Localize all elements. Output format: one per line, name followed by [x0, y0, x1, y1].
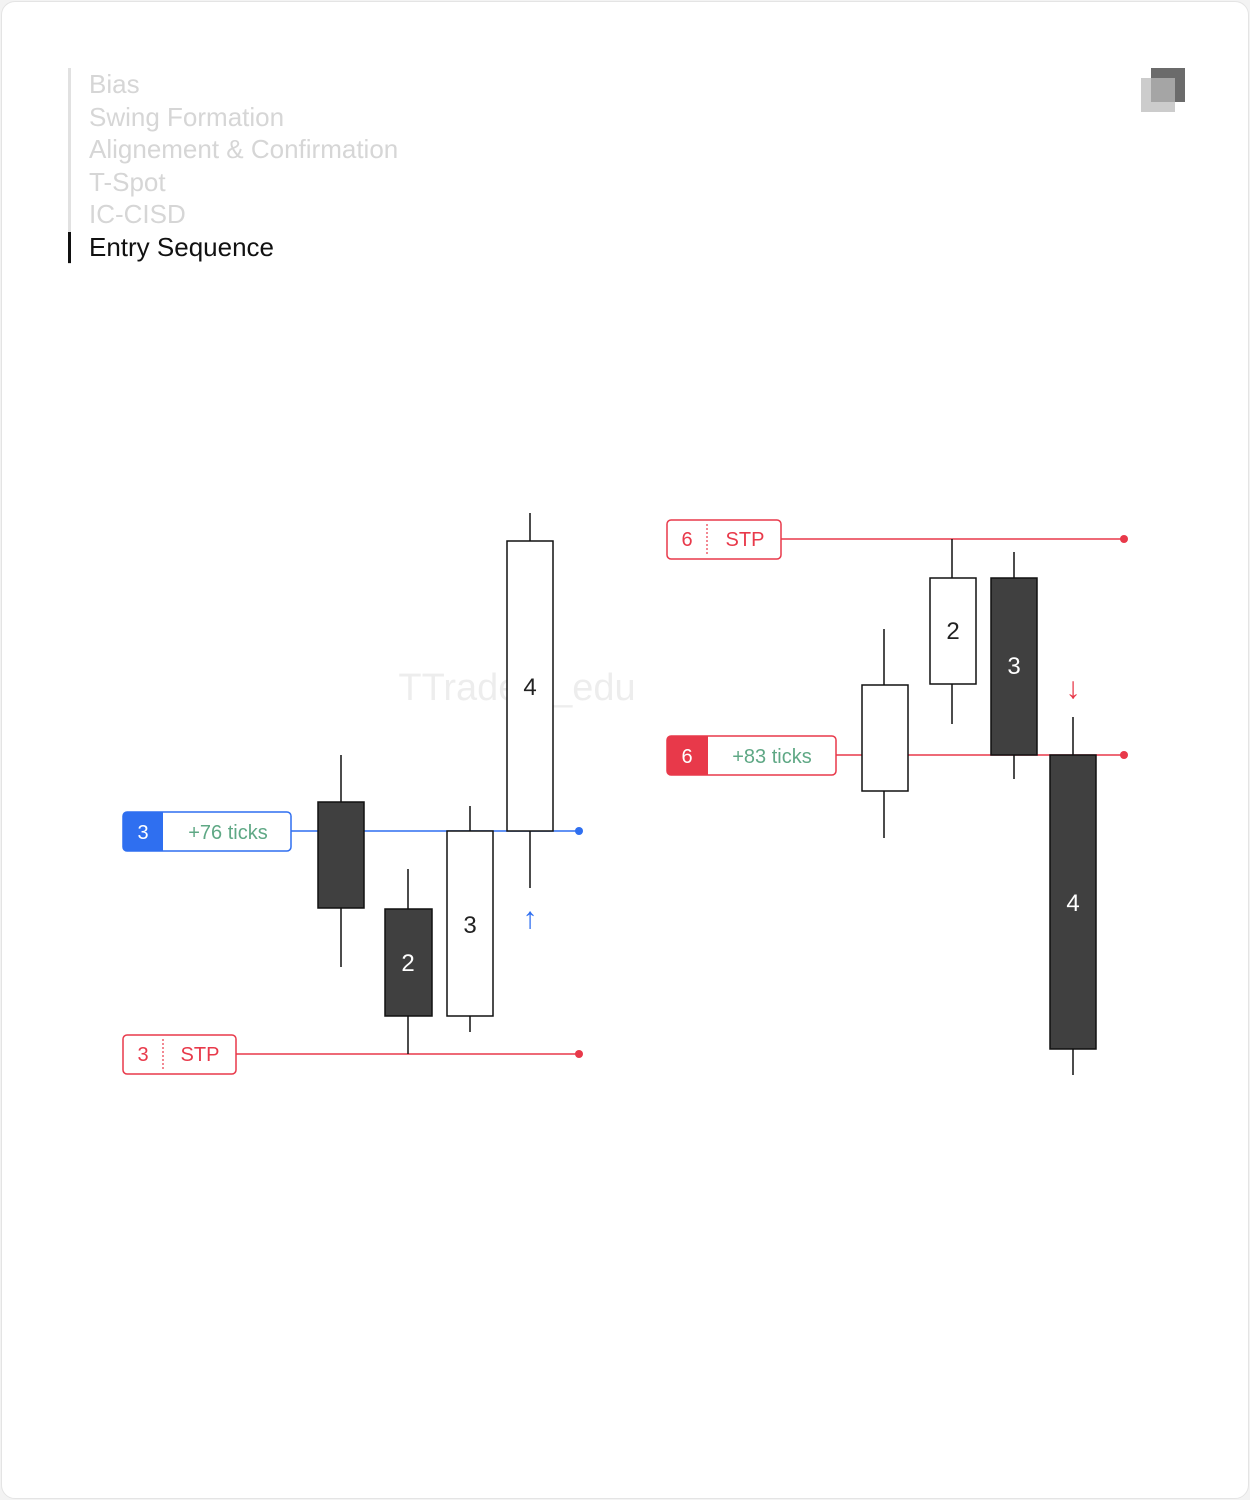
nav-item-ic-cisd[interactable]: IC-CISD	[89, 199, 186, 230]
right-target-tag[interactable]: 6 +83 ticks	[666, 735, 837, 776]
brand-logo-icon	[1141, 68, 1187, 114]
left-stop-dot	[575, 1050, 583, 1058]
left-target-tag-number: 3	[137, 822, 148, 844]
right-setup: 2 3 4 ↓ 6 STP 6 +83 ticks	[666, 519, 1128, 1075]
right-candle-2-label: 2	[946, 618, 959, 645]
left-stop-tag-text: STP	[181, 1044, 220, 1066]
arrow-down-icon: ↓	[1066, 672, 1081, 705]
left-candle-3-label: 3	[463, 912, 476, 939]
right-target-dot	[1120, 751, 1128, 759]
right-target-tag-text: +83 ticks	[732, 746, 811, 768]
right-candle-3-label: 3	[1007, 653, 1020, 680]
right-stop-dot	[1120, 535, 1128, 543]
left-candle-4-label: 4	[523, 674, 536, 701]
left-setup: 2 3 4 ↑ 3 +76 ticks 3 STP	[122, 513, 583, 1075]
left-stop-tag-number: 3	[137, 1044, 148, 1066]
section-nav: Bias Swing Formation Alignement & Confir…	[67, 68, 399, 264]
right-candle-4-label: 4	[1066, 890, 1079, 917]
left-candle-4: 4	[506, 513, 554, 888]
left-stop-tag[interactable]: 3 STP	[122, 1034, 237, 1075]
right-candle-4: 4	[1049, 717, 1097, 1075]
right-candle-3: 3	[990, 552, 1038, 779]
nav-item-t-spot[interactable]: T-Spot	[89, 166, 166, 197]
left-target-tag[interactable]: 3 +76 ticks	[122, 811, 292, 852]
nav-item-swing-formation[interactable]: Swing Formation	[89, 101, 285, 132]
right-stop-tag-text: STP	[726, 529, 765, 551]
left-candle-1	[317, 755, 365, 967]
right-stop-tag[interactable]: 6 STP	[666, 519, 782, 560]
right-stop-tag-number: 6	[681, 529, 692, 551]
nav-item-bias[interactable]: Bias	[89, 69, 140, 99]
right-candle-2: 2	[929, 539, 977, 724]
right-target-tag-number: 6	[681, 746, 692, 768]
right-candle-1	[861, 629, 909, 838]
arrow-up-icon: ↑	[523, 902, 538, 935]
left-target-dot	[575, 827, 583, 835]
left-candle-3: 3	[446, 806, 494, 1032]
left-target-tag-text: +76 ticks	[188, 822, 267, 844]
left-candle-2: 2	[384, 869, 433, 1054]
nav-item-alignement-confirmation[interactable]: Alignement & Confirmation	[89, 134, 399, 165]
nav-item-entry-sequence[interactable]: Entry Sequence	[67, 231, 398, 264]
left-candle-2-label: 2	[401, 950, 414, 977]
